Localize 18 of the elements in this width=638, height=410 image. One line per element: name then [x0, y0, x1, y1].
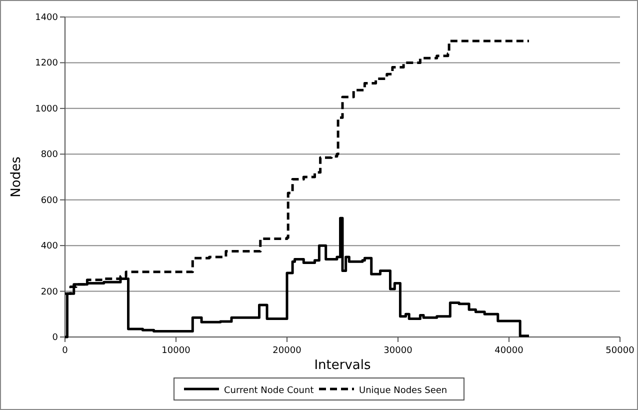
- y-tick-label: 600: [40, 196, 58, 206]
- x-tick-label: 0: [62, 346, 68, 356]
- y-axis-title: Nodes: [9, 156, 24, 198]
- legend-label: Unique Nodes Seen: [359, 386, 448, 396]
- y-tick-label: 1200: [35, 58, 58, 69]
- y-tick-label: 0: [52, 333, 58, 343]
- x-tick-label: 20000: [272, 346, 302, 356]
- y-tick-label: 1400: [35, 13, 58, 23]
- y-tick-label: 200: [40, 287, 58, 298]
- y-tick-label: 400: [40, 242, 58, 252]
- x-tick-label: 30000: [384, 346, 413, 356]
- x-tick-label: 40000: [494, 346, 524, 356]
- y-tick-label: 800: [40, 150, 58, 160]
- y-tick-label: 1000: [35, 104, 58, 114]
- x-tick-label: 10000: [162, 346, 191, 356]
- legend-label: Current Node Count: [224, 386, 314, 396]
- x-tick-label: 50000: [606, 346, 635, 356]
- x-axis-title: Intervals: [314, 358, 372, 373]
